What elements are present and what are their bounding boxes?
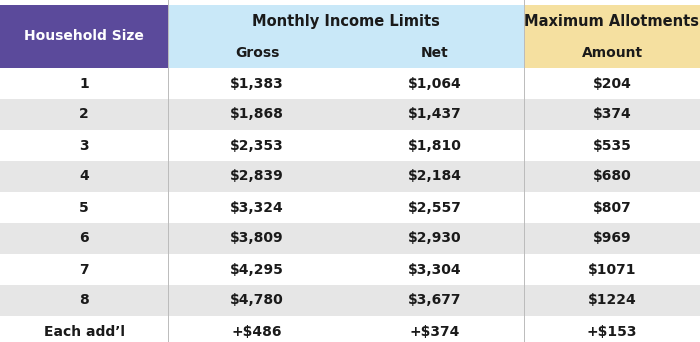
Text: 6: 6	[79, 232, 89, 246]
Text: +$153: +$153	[587, 325, 637, 339]
Text: Gross: Gross	[234, 46, 279, 60]
Text: $807: $807	[593, 200, 631, 214]
Bar	[0, 68, 700, 99]
Text: Each add’l: Each add’l	[43, 325, 125, 339]
Text: $535: $535	[593, 139, 631, 153]
Text: 4: 4	[79, 170, 89, 184]
Bar	[0, 5, 168, 68]
Text: $3,324: $3,324	[230, 200, 284, 214]
Bar	[524, 5, 700, 38]
Text: $2,557: $2,557	[408, 200, 462, 214]
Text: $1,437: $1,437	[408, 107, 462, 121]
Text: $2,839: $2,839	[230, 170, 284, 184]
Text: 1: 1	[79, 77, 89, 91]
Text: 7: 7	[79, 263, 89, 276]
Text: Maximum Allotments: Maximum Allotments	[524, 14, 699, 29]
Text: $4,780: $4,780	[230, 293, 284, 307]
Text: Monthly Income Limits: Monthly Income Limits	[252, 14, 440, 29]
Text: $3,809: $3,809	[230, 232, 284, 246]
Text: $374: $374	[593, 107, 631, 121]
Text: $1,383: $1,383	[230, 77, 284, 91]
Bar	[168, 5, 524, 38]
Text: $1,868: $1,868	[230, 107, 284, 121]
Text: $3,304: $3,304	[408, 263, 462, 276]
Bar	[0, 99, 700, 130]
Text: $2,930: $2,930	[408, 232, 462, 246]
Text: Amount: Amount	[582, 46, 643, 60]
Text: 8: 8	[79, 293, 89, 307]
Text: $1224: $1224	[587, 293, 636, 307]
Text: +$486: +$486	[232, 325, 282, 339]
Text: 3: 3	[79, 139, 89, 153]
Bar	[0, 161, 700, 192]
Text: $1,064: $1,064	[408, 77, 462, 91]
Text: Net: Net	[421, 46, 449, 60]
Bar	[346, 38, 524, 68]
Bar	[168, 38, 346, 68]
Bar	[0, 285, 700, 316]
Text: 2: 2	[79, 107, 89, 121]
Bar	[0, 130, 700, 161]
Text: $2,353: $2,353	[230, 139, 284, 153]
Text: 5: 5	[79, 200, 89, 214]
Bar	[0, 254, 700, 285]
Text: $1,810: $1,810	[408, 139, 462, 153]
Text: $3,677: $3,677	[408, 293, 462, 307]
Text: $4,295: $4,295	[230, 263, 284, 276]
Bar	[0, 316, 700, 342]
Text: Household Size: Household Size	[24, 29, 144, 43]
Bar	[0, 223, 700, 254]
Text: $204: $204	[593, 77, 631, 91]
Text: $969: $969	[593, 232, 631, 246]
Text: $680: $680	[593, 170, 631, 184]
Bar	[524, 38, 700, 68]
Text: $2,184: $2,184	[408, 170, 462, 184]
Bar	[0, 192, 700, 223]
Text: +$374: +$374	[410, 325, 460, 339]
Text: $1071: $1071	[588, 263, 636, 276]
